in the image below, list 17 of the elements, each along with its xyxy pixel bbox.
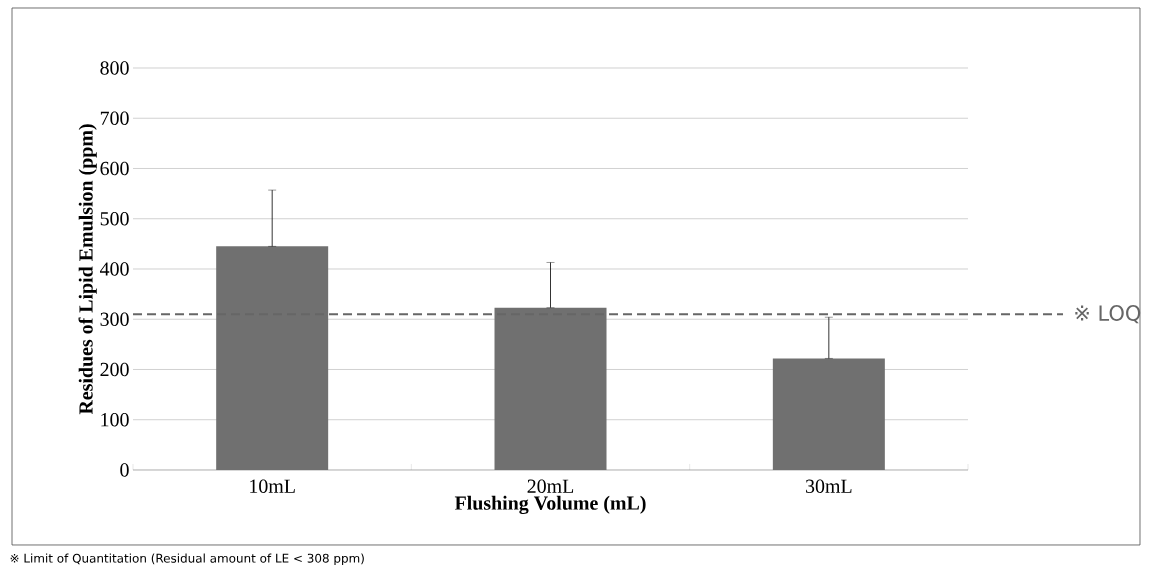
x-tick-label: 10mL	[250, 479, 295, 493]
x-tick-label: 20mL	[527, 479, 574, 493]
y-tick-label: 400	[99, 262, 129, 276]
ref-line-label: ※ LOQ	[1075, 305, 1141, 324]
y-tick-label: 0	[120, 463, 129, 477]
text: ※ Limit of Quantitation (Residual amount of LE < 308 ppm)	[10, 553, 364, 566]
y-tick-label: 300	[100, 312, 129, 326]
y-tick-label: 700	[100, 111, 129, 125]
y-tick-label: 100	[101, 413, 129, 427]
y-tick-label: 800	[100, 61, 129, 75]
y-tick-label: 500	[100, 212, 129, 226]
x-axis-title: Flushing Volume (mL)	[454, 495, 646, 515]
y-axis-title: Residues of Lipid Emulsion (ppm)	[78, 124, 97, 415]
bar	[772, 358, 885, 470]
y-tick-label: 600	[100, 161, 129, 176]
y-tick-label: 200	[100, 362, 129, 377]
x-tick-label: 30mL	[806, 479, 852, 493]
